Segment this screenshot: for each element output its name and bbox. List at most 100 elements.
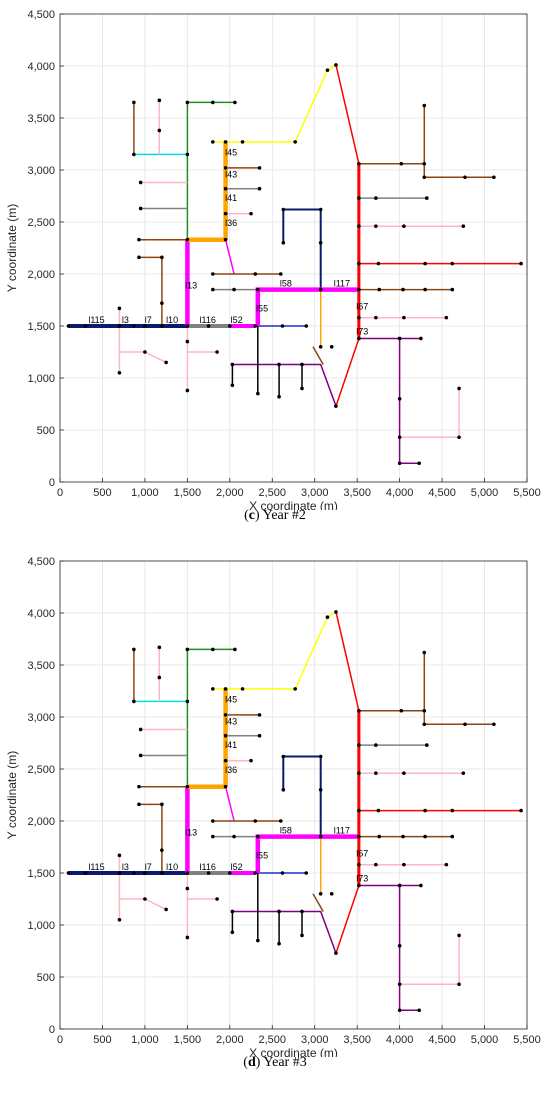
network-node-point: [185, 935, 190, 940]
network-node-point: [117, 918, 122, 922]
network-node-point: [278, 819, 283, 823]
network-node-point: [185, 100, 190, 105]
x-tick-label: 4,500: [428, 487, 456, 499]
network-node-point: [185, 152, 190, 157]
y-tick-label: 0: [49, 1024, 55, 1036]
network-node-point: [117, 853, 122, 858]
network-node-point: [160, 802, 164, 807]
network-node-point: [300, 933, 304, 938]
line-id-label: l52: [231, 862, 243, 872]
network-node-point: [117, 306, 122, 311]
network-node-point: [132, 152, 136, 157]
network-node-point: [492, 722, 496, 727]
line-id-label: l13: [185, 281, 197, 291]
network-node-point: [357, 196, 361, 200]
network-node-point: [329, 345, 334, 349]
network-chart-year-3: 0 500 1,000 1,500 2,000 2,500 3,000 3,500 4,000 4…: [5, 556, 541, 1057]
network-node-point: [223, 186, 228, 191]
line-id-label: l43: [225, 716, 237, 726]
network-node-point: [419, 883, 423, 888]
network-node-point: [374, 315, 378, 320]
network-node-point: [211, 140, 215, 144]
network-node-point: [132, 100, 136, 105]
network-node-point: [117, 871, 122, 875]
x-tick-label: 2,500: [259, 1034, 287, 1046]
network-node-point: [334, 610, 338, 614]
y-tick-label: 1,500: [27, 321, 55, 333]
y-tick-label: 3,500: [27, 660, 55, 672]
network-node-point: [281, 754, 286, 759]
network-node-point: [293, 140, 297, 144]
panel-label: d: [247, 1055, 256, 1070]
network-node-point: [83, 871, 88, 875]
line-id-label: l73: [356, 326, 368, 336]
network-node-point: [357, 224, 361, 228]
network-line-segment: [212, 64, 337, 143]
network-line-segment: [335, 338, 360, 407]
x-tick-label: 5,000: [471, 1034, 499, 1046]
network-node-point: [457, 435, 461, 440]
network-node-point: [457, 933, 461, 938]
network-node-point: [230, 930, 235, 935]
network-node-point: [160, 324, 164, 328]
network-node-point: [492, 175, 496, 180]
network-node-point: [281, 788, 286, 792]
panel-label: c: [248, 508, 255, 523]
y-tick-label: 3,000: [27, 165, 55, 177]
network-node-point: [215, 897, 219, 901]
network-node-point: [376, 808, 381, 813]
network-node-point: [185, 699, 190, 704]
network-node-point: [519, 808, 523, 813]
network-node-point: [160, 301, 164, 305]
network-node-point: [240, 140, 245, 144]
network-node-point: [293, 687, 297, 691]
y-tick-label: 1,000: [27, 373, 55, 385]
network-node-point: [223, 166, 228, 170]
network-node-point: [223, 733, 228, 738]
network-node-point: [281, 241, 286, 245]
y-tick-label: 2,500: [27, 217, 55, 229]
network-node-point: [374, 862, 378, 867]
network-node-point: [401, 287, 405, 292]
network-node-point: [422, 722, 427, 727]
network-node-point: [463, 175, 467, 180]
network-node-point: [233, 647, 237, 652]
x-tick-label: 1,000: [131, 487, 159, 499]
network-node-point: [304, 871, 309, 875]
network-node-point: [185, 647, 190, 652]
network-node-point: [257, 713, 262, 717]
network-node-point: [461, 224, 466, 228]
line-id-label: l73: [356, 873, 368, 883]
x-tick-label: 1,500: [174, 1034, 202, 1046]
network-node-point: [211, 834, 215, 839]
network-node-point: [160, 848, 164, 852]
y-tick-label: 4,500: [27, 556, 55, 568]
network-node-point: [423, 261, 427, 266]
network-node-point: [304, 324, 309, 328]
plot-background: [60, 14, 527, 482]
network-node-point: [457, 982, 461, 987]
x-tick-label: 0: [57, 487, 63, 499]
network-node-point: [357, 161, 361, 166]
network-node-point: [399, 708, 404, 713]
network-node-point: [157, 98, 162, 103]
network-node-point: [397, 982, 402, 987]
line-id-label: l36: [225, 218, 237, 228]
network-node-point: [215, 350, 219, 354]
network-node-point: [357, 743, 361, 747]
x-tick-label: 3,500: [343, 1034, 371, 1046]
x-axis-label: X coordinate (m): [249, 1046, 338, 1057]
network-node-point: [211, 687, 215, 691]
network-node-point: [253, 324, 258, 328]
network-node-point: [257, 166, 262, 170]
line-id-label: l115: [88, 862, 104, 872]
network-node-point: [397, 944, 402, 948]
network-node-point: [223, 140, 228, 144]
x-tick-label: 5,000: [471, 487, 499, 499]
line-id-label: l45: [225, 694, 237, 704]
x-tick-label: 3,500: [343, 487, 371, 499]
network-node-point: [280, 871, 285, 875]
network-node-point: [377, 834, 382, 839]
network-node-point: [425, 743, 429, 747]
network-node-point: [357, 883, 361, 888]
